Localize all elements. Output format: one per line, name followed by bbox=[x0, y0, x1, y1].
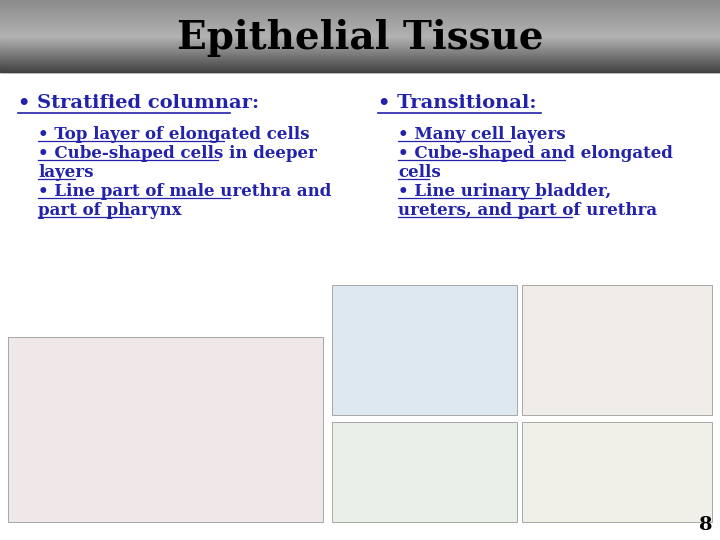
FancyBboxPatch shape bbox=[522, 285, 712, 415]
Text: • Transitional:: • Transitional: bbox=[378, 94, 536, 112]
Text: layers: layers bbox=[38, 164, 94, 181]
Text: part of pharynx: part of pharynx bbox=[38, 202, 181, 219]
FancyBboxPatch shape bbox=[332, 422, 517, 522]
Text: • Many cell layers: • Many cell layers bbox=[398, 126, 566, 143]
Text: cells: cells bbox=[398, 164, 441, 181]
FancyBboxPatch shape bbox=[522, 422, 712, 522]
Text: • Top layer of elongated cells: • Top layer of elongated cells bbox=[38, 126, 310, 143]
Text: • Stratified columnar:: • Stratified columnar: bbox=[18, 94, 259, 112]
Text: • Cube-shaped cells in deeper: • Cube-shaped cells in deeper bbox=[38, 145, 317, 162]
FancyBboxPatch shape bbox=[8, 337, 323, 522]
Text: ureters, and part of urethra: ureters, and part of urethra bbox=[398, 202, 657, 219]
FancyBboxPatch shape bbox=[332, 285, 517, 415]
Text: • Line urinary bladder,: • Line urinary bladder, bbox=[398, 183, 611, 200]
Text: 8: 8 bbox=[698, 516, 712, 534]
Text: • Line part of male urethra and: • Line part of male urethra and bbox=[38, 183, 331, 200]
Text: • Cube-shaped and elongated: • Cube-shaped and elongated bbox=[398, 145, 673, 162]
Text: Epithelial Tissue: Epithelial Tissue bbox=[176, 19, 544, 57]
